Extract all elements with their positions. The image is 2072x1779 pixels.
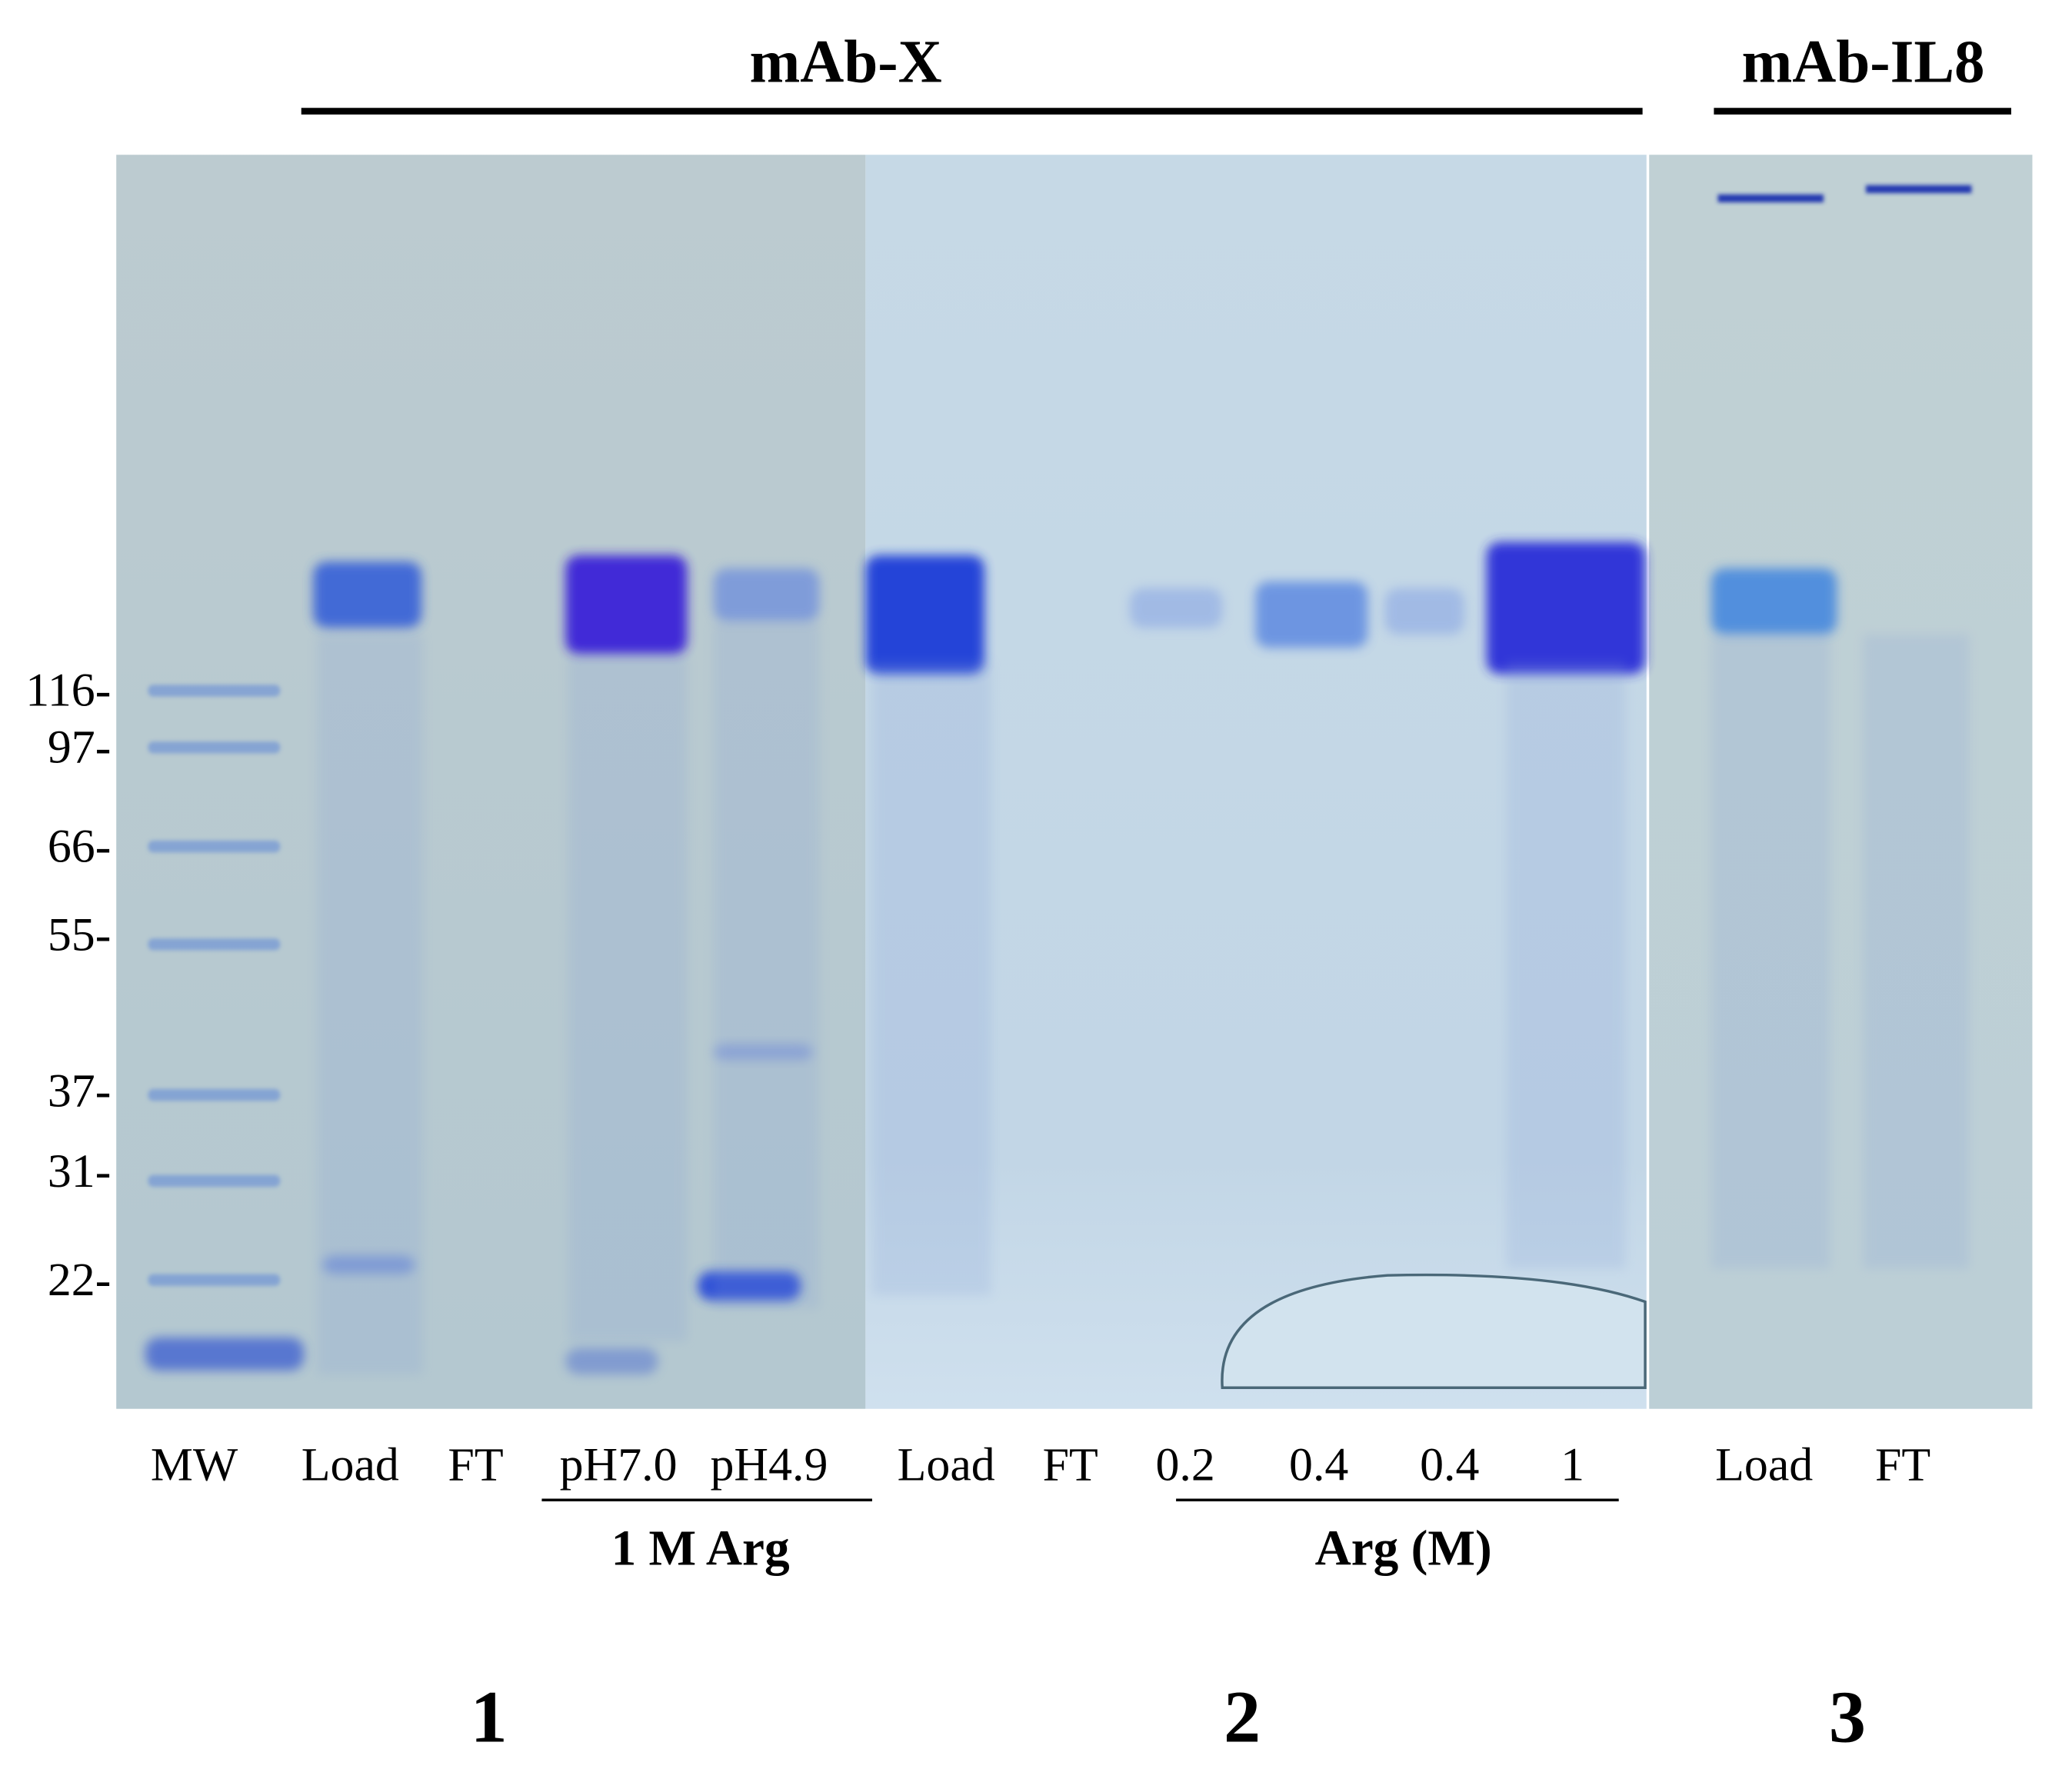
title: mAb-X xyxy=(749,29,941,96)
band xyxy=(1255,581,1368,648)
marker-label: 97- xyxy=(48,721,111,774)
band xyxy=(1129,588,1223,628)
lane-label: MW xyxy=(151,1438,238,1491)
smear xyxy=(568,654,688,1342)
lane-label: 0.2 xyxy=(1155,1438,1214,1491)
ladder-band xyxy=(148,1274,281,1286)
ladder-band xyxy=(148,1088,281,1101)
group-label: 1 M Arg xyxy=(611,1521,790,1576)
band xyxy=(713,568,820,621)
band xyxy=(1384,588,1464,635)
panel-number: 1 xyxy=(471,1676,508,1758)
lane-label: pH4.9 xyxy=(710,1438,828,1491)
well xyxy=(1865,185,1972,194)
well xyxy=(1717,194,1824,203)
lane-label: 0.4 xyxy=(1289,1438,1348,1491)
band xyxy=(1486,541,1646,675)
band xyxy=(565,1348,658,1375)
lane-label: Load xyxy=(1715,1438,1813,1491)
marker-label: 55- xyxy=(48,909,111,961)
lane-label: FT xyxy=(1875,1438,1930,1491)
smear xyxy=(871,661,991,1295)
band xyxy=(565,555,688,655)
marker-label: 116- xyxy=(25,665,111,717)
band xyxy=(313,561,422,628)
smear xyxy=(1711,634,1830,1269)
lane-label: Load xyxy=(301,1438,399,1491)
band xyxy=(145,1337,305,1371)
smear xyxy=(1863,634,1969,1269)
ladder-band xyxy=(148,685,281,697)
smear xyxy=(1506,661,1626,1269)
lane-label: FT xyxy=(1043,1438,1098,1491)
marker-label: 37- xyxy=(48,1064,111,1117)
lane-label: 1 xyxy=(1561,1438,1584,1491)
panel-number: 2 xyxy=(1224,1676,1261,1758)
lane-label: pH7.0 xyxy=(560,1438,678,1491)
smear xyxy=(317,634,423,1375)
band xyxy=(1711,568,1837,635)
group-label: Arg (M) xyxy=(1315,1521,1492,1576)
marker-label: 22- xyxy=(48,1254,111,1306)
title: mAb-IL8 xyxy=(1741,29,1984,96)
marker-label: 66- xyxy=(48,820,111,872)
lane-label: FT xyxy=(448,1438,503,1491)
bands xyxy=(145,185,1972,1375)
gel-panel xyxy=(1649,155,2033,1409)
ladder-band xyxy=(148,741,281,754)
lane-label: Load xyxy=(898,1438,995,1491)
ladder-band xyxy=(148,1174,281,1188)
panel-number: 3 xyxy=(1829,1676,1866,1758)
ladder-band xyxy=(148,840,281,853)
marker-label: 31- xyxy=(48,1145,111,1198)
band xyxy=(865,555,984,675)
smear xyxy=(713,621,820,1309)
lane-label: 0.4 xyxy=(1420,1438,1479,1491)
gel-bubble xyxy=(1221,1273,1647,1389)
ladder-band xyxy=(148,938,281,951)
